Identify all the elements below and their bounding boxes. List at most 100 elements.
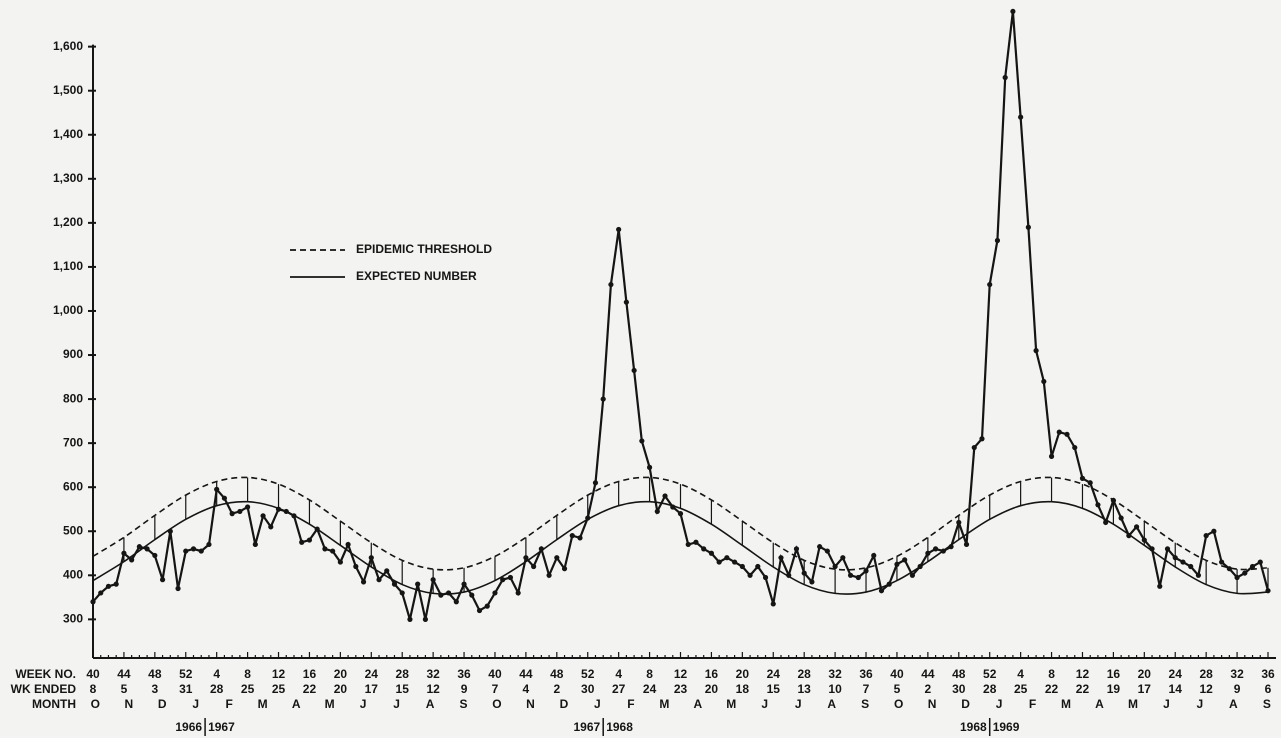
month: J bbox=[360, 697, 367, 711]
data-point bbox=[577, 535, 583, 541]
week-ended: 17 bbox=[1138, 682, 1152, 696]
week-number: 24 bbox=[1169, 667, 1183, 681]
data-point bbox=[1079, 475, 1086, 481]
legend-label: EXPECTED NUMBER bbox=[356, 269, 477, 283]
data-point bbox=[337, 559, 343, 565]
week-ended: 8 bbox=[90, 682, 97, 696]
data-point bbox=[701, 546, 707, 552]
data-point bbox=[384, 568, 390, 574]
month: J bbox=[761, 697, 768, 711]
week-ended: 30 bbox=[952, 682, 966, 696]
month: A bbox=[426, 697, 435, 711]
data-point bbox=[685, 541, 691, 548]
week-number: 40 bbox=[890, 667, 904, 681]
data-point bbox=[561, 566, 568, 572]
data-point bbox=[1064, 431, 1070, 437]
month: J bbox=[192, 697, 199, 711]
data-point bbox=[453, 599, 459, 605]
data-point bbox=[214, 486, 220, 492]
data-point bbox=[639, 438, 645, 444]
data-point bbox=[963, 541, 970, 548]
month: S bbox=[460, 697, 468, 711]
data-point bbox=[786, 572, 792, 578]
data-point bbox=[932, 546, 939, 552]
data-point bbox=[987, 281, 993, 288]
data-point bbox=[445, 590, 452, 596]
data-point bbox=[229, 511, 235, 517]
month: A bbox=[1229, 697, 1238, 711]
data-point bbox=[569, 533, 575, 539]
data-point bbox=[662, 493, 668, 499]
data-point bbox=[1234, 574, 1240, 581]
data-point bbox=[1172, 555, 1178, 561]
week-number: 32 bbox=[426, 667, 440, 681]
month: O bbox=[91, 697, 100, 711]
data-point bbox=[739, 563, 745, 570]
week-number: 48 bbox=[952, 667, 966, 681]
data-point bbox=[878, 588, 885, 594]
data-point bbox=[1126, 533, 1132, 539]
data-point bbox=[1002, 74, 1008, 81]
data-point bbox=[855, 574, 861, 581]
week-ended: 2 bbox=[925, 682, 932, 696]
week-ended: 22 bbox=[303, 682, 317, 696]
y-tick-label: 900 bbox=[63, 347, 83, 361]
data-point bbox=[422, 616, 429, 622]
week-number: 44 bbox=[921, 667, 935, 681]
week-number: 4 bbox=[615, 667, 622, 681]
data-point bbox=[971, 444, 977, 451]
data-point bbox=[1103, 519, 1109, 526]
data-point bbox=[1180, 559, 1186, 565]
month: O bbox=[894, 697, 903, 711]
data-point bbox=[631, 367, 637, 374]
data-point bbox=[299, 539, 305, 545]
week-number: 16 bbox=[705, 667, 719, 681]
data-point bbox=[368, 555, 374, 561]
data-point bbox=[1048, 453, 1055, 459]
data-point bbox=[847, 572, 854, 578]
week-number: 52 bbox=[581, 667, 595, 681]
week-number: 28 bbox=[798, 667, 812, 681]
data-point bbox=[1149, 546, 1155, 552]
week-ended: 18 bbox=[736, 682, 750, 696]
data-point bbox=[252, 541, 258, 548]
data-point bbox=[461, 581, 467, 587]
data-point bbox=[1226, 566, 1232, 572]
week-ended: 17 bbox=[365, 682, 379, 696]
data-point bbox=[1056, 429, 1062, 435]
data-point bbox=[793, 546, 800, 552]
data-point bbox=[492, 590, 498, 596]
y-tick-label: 1,000 bbox=[53, 303, 83, 317]
data-point bbox=[484, 603, 490, 609]
data-point bbox=[1072, 444, 1078, 451]
data-point bbox=[1157, 583, 1163, 589]
y-tick-label: 1,400 bbox=[53, 127, 83, 141]
data-point bbox=[917, 563, 923, 570]
data-point bbox=[399, 590, 405, 596]
data-point bbox=[291, 513, 297, 519]
week-number: 8 bbox=[244, 667, 251, 681]
data-point bbox=[1010, 8, 1016, 15]
data-point bbox=[183, 548, 189, 554]
data-point bbox=[1110, 497, 1116, 504]
week-number: 8 bbox=[646, 667, 653, 681]
data-point bbox=[1249, 563, 1256, 570]
data-point bbox=[616, 226, 622, 233]
data-point bbox=[817, 544, 823, 550]
y-tick-label: 800 bbox=[63, 391, 83, 405]
row-label: WEEK NO. bbox=[15, 667, 76, 681]
data-point bbox=[747, 572, 753, 578]
data-point bbox=[732, 559, 738, 565]
month: M bbox=[726, 697, 736, 711]
data-point bbox=[623, 299, 629, 305]
week-ended: 12 bbox=[1199, 682, 1213, 696]
week-ended: 28 bbox=[983, 682, 997, 696]
data-point bbox=[190, 546, 197, 552]
data-point bbox=[1025, 224, 1031, 230]
week-ended: 10 bbox=[828, 682, 842, 696]
week-ended: 19 bbox=[1107, 682, 1121, 696]
month: N bbox=[526, 697, 535, 711]
month: O bbox=[492, 697, 501, 711]
data-point bbox=[554, 555, 560, 561]
year: 1967 bbox=[208, 720, 235, 734]
